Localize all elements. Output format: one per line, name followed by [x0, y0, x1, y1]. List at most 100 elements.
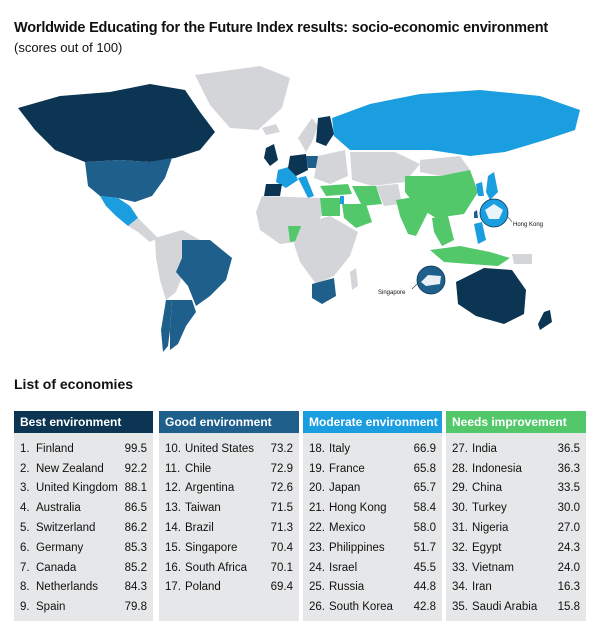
- list-item: 21. Hong Kong 58.4: [303, 498, 442, 518]
- list-item: 5. Switzerland 86.2: [14, 518, 153, 538]
- region-taiwan: [474, 210, 478, 218]
- region-poland: [306, 156, 318, 168]
- column-header: Needs improvement: [446, 411, 586, 433]
- economy-name: Brazil: [185, 522, 214, 535]
- rank-label: 23.: [309, 541, 325, 554]
- region-iran: [352, 186, 382, 206]
- list-item: 25. Russia 44.8: [303, 578, 442, 598]
- list-item: 23. Philippines 51.7: [303, 538, 442, 558]
- economy-name: Singapore: [185, 541, 238, 554]
- economy-name: France: [329, 462, 365, 475]
- hong-kong-leader: [507, 216, 513, 223]
- list-item: 19. France 65.8: [303, 459, 442, 479]
- rank-label: 11.: [165, 462, 181, 475]
- world-map: Hong Kong Singapore: [18, 66, 580, 352]
- rank-label: 16.: [165, 561, 181, 574]
- singapore-callout: Singapore: [378, 290, 406, 296]
- list-item: 34. Iran 16.3: [446, 578, 586, 598]
- rank-label: 35.: [452, 601, 468, 614]
- score-value: 99.5: [124, 442, 147, 455]
- column-needs-improvement: Needs improvement 27. India 36.5 28. Indonesi…: [446, 411, 586, 621]
- column-header: Moderate environment: [303, 411, 442, 433]
- score-value: 15.8: [557, 601, 580, 614]
- rank-label: 14.: [165, 522, 181, 535]
- list-item: 24. Israel 45.5: [303, 558, 442, 578]
- score-value: 71.5: [270, 502, 293, 515]
- chart-title: Worldwide Educating for the Future Index…: [14, 20, 548, 36]
- region-finland: [316, 116, 334, 146]
- rank-label: 1.: [20, 442, 30, 455]
- rank-label: 28.: [452, 462, 468, 475]
- rank-label: 7.: [20, 561, 30, 574]
- list-item: 14. Brazil 71.3: [159, 518, 299, 538]
- region-saudi-arabia: [342, 204, 372, 228]
- rank-label: 20.: [309, 482, 325, 495]
- region-brazil: [176, 240, 232, 306]
- score-value: 45.5: [413, 561, 436, 574]
- list-item: 32. Egypt 24.3: [446, 538, 586, 558]
- region-new-zealand: [538, 310, 552, 330]
- score-value: 33.5: [557, 482, 580, 495]
- rank-label: 30.: [452, 502, 468, 515]
- region-turkey: [320, 184, 352, 196]
- region-central-africa: [294, 216, 358, 284]
- rank-label: 10.: [165, 442, 181, 455]
- score-value: 85.2: [124, 561, 147, 574]
- region-italy: [298, 176, 314, 198]
- economy-name: Argentina: [185, 482, 235, 495]
- score-value: 73.2: [270, 442, 293, 455]
- region-israel: [340, 196, 344, 204]
- economy-name: Hong Kong: [329, 502, 387, 515]
- list-item: 26. South Korea 42.8: [303, 597, 442, 617]
- score-value: 86.2: [124, 522, 147, 535]
- economy-name: Egypt: [472, 541, 502, 554]
- economy-name: Japan: [329, 482, 361, 495]
- score-value: 70.4: [270, 541, 293, 554]
- list-item: 27. India 36.5: [446, 439, 586, 459]
- score-value: 58.0: [413, 522, 436, 535]
- list-item: 13. Taiwan 71.5: [159, 498, 299, 518]
- column-good-environment: Good environment 10. United States 73.2 11. C…: [159, 411, 299, 621]
- column-header: Good environment: [159, 411, 299, 433]
- economy-name: Netherlands: [36, 581, 99, 594]
- region-scandinavia: [298, 118, 318, 152]
- economy-name: Italy: [329, 442, 351, 455]
- list-item: 11. Chile 72.9: [159, 459, 299, 479]
- score-value: 92.2: [124, 462, 147, 475]
- rank-label: 33.: [452, 561, 468, 574]
- rank-label: 3.: [20, 482, 30, 495]
- economy-name: Chile: [185, 462, 212, 475]
- economy-name: Turkey: [472, 502, 507, 515]
- score-value: 24.0: [557, 561, 580, 574]
- economy-name: Switzerland: [36, 522, 96, 535]
- score-value: 79.8: [124, 601, 147, 614]
- economy-name: Israel: [329, 561, 358, 574]
- list-item: 16. South Africa 70.1: [159, 558, 299, 578]
- economy-name: India: [472, 442, 497, 455]
- score-value: 36.3: [557, 462, 580, 475]
- economy-name: Canada: [36, 561, 77, 574]
- list-item: 17. Poland 69.4: [159, 578, 299, 598]
- score-value: 66.9: [413, 442, 436, 455]
- rank-label: 13.: [165, 502, 181, 515]
- score-value: 65.7: [413, 482, 436, 495]
- economy-name: South Africa: [185, 561, 248, 574]
- region-madagascar: [350, 268, 358, 290]
- score-value: 27.0: [557, 522, 580, 535]
- rank-label: 24.: [309, 561, 325, 574]
- rank-label: 17.: [165, 581, 181, 594]
- economy-name: Mexico: [329, 522, 366, 535]
- list-item: 10. United States 73.2: [159, 439, 299, 459]
- region-central-america: [128, 218, 158, 242]
- region-spain: [264, 184, 282, 196]
- score-value: 42.8: [413, 601, 436, 614]
- region-central-europe: [288, 154, 308, 176]
- economy-name: Saudi Arabia: [472, 601, 538, 614]
- economy-name: Spain: [36, 601, 66, 614]
- rank-label: 29.: [452, 482, 468, 495]
- region-philippines: [474, 222, 486, 244]
- list-item: 2. New Zealand 92.2: [14, 459, 153, 479]
- score-value: 71.3: [270, 522, 293, 535]
- score-value: 65.8: [413, 462, 436, 475]
- region-eastern-europe: [314, 150, 348, 184]
